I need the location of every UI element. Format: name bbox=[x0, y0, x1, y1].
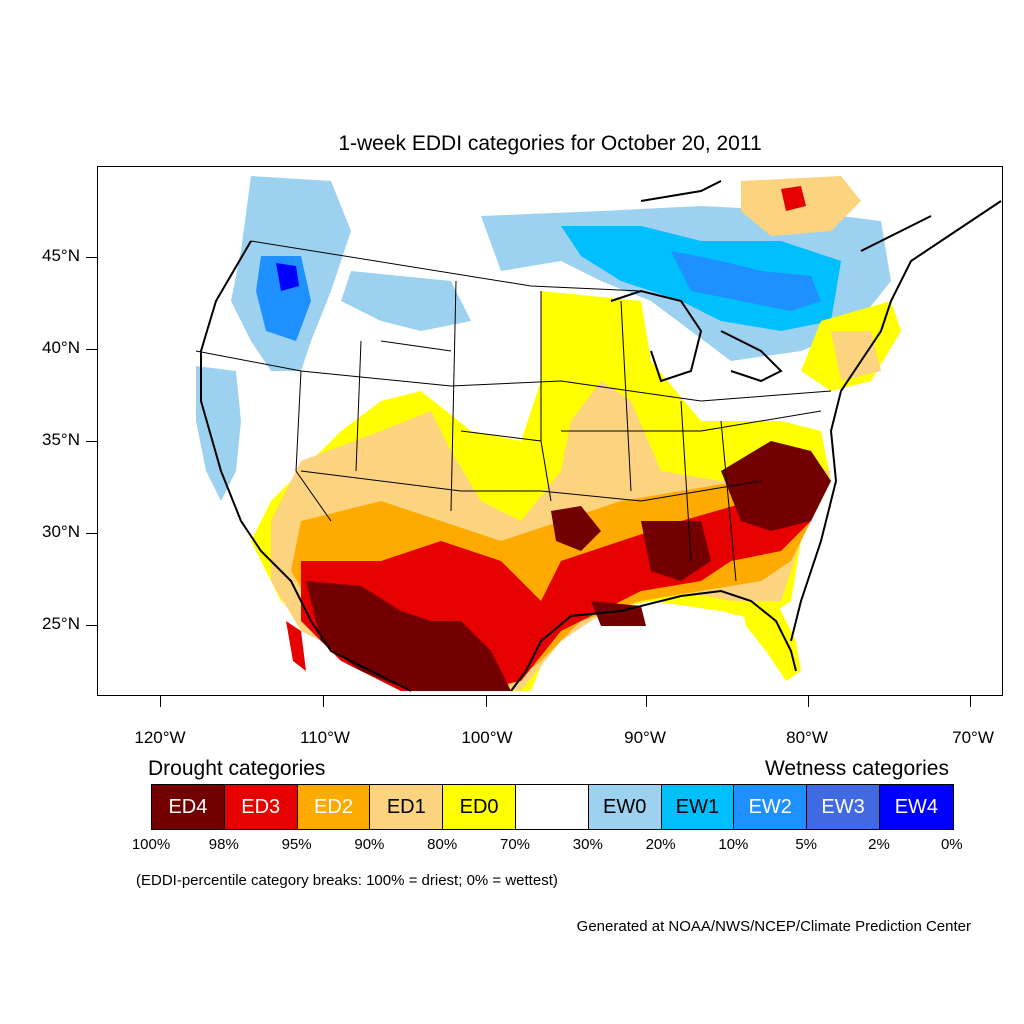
lat-label-40: 40°N bbox=[42, 338, 80, 357]
region-ew0-montana bbox=[341, 271, 471, 331]
legend-swatch-ed4: ED4 bbox=[152, 785, 225, 829]
legend-swatch-ed0: ED0 bbox=[443, 785, 516, 829]
credit-text: Generated at NOAA/NWS/NCEP/Climate Predi… bbox=[576, 918, 971, 935]
legend-colorbar: ED4 ED3 ED2 ED1 ED0 EW0 EW1 EW2 EW3 EW4 bbox=[151, 784, 954, 830]
legend-swatch-ed3: ED3 bbox=[224, 785, 298, 829]
lat-tick bbox=[86, 349, 97, 350]
lon-label-120: 120°W bbox=[134, 728, 186, 747]
lon-tick bbox=[808, 696, 809, 707]
legend-break-label: 100% bbox=[131, 836, 171, 853]
legend-swatch-ew2: EW2 bbox=[734, 785, 808, 829]
lat-tick bbox=[86, 625, 97, 626]
region-ew0-ca-coast bbox=[196, 366, 241, 501]
region-ed0-florida bbox=[741, 601, 801, 681]
legend-break-label: 20% bbox=[645, 836, 676, 853]
lat-tick bbox=[86, 441, 97, 442]
lat-tick bbox=[86, 533, 97, 534]
legend-break-label: 0% bbox=[940, 836, 963, 853]
lon-label-70: 70°W bbox=[952, 728, 994, 747]
region-ew4-pnw bbox=[276, 263, 299, 291]
legend-swatch-ed1: ED1 bbox=[370, 785, 444, 829]
lon-label-80: 80°W bbox=[786, 728, 828, 747]
lon-label-100: 100°W bbox=[461, 728, 513, 747]
drought-heading: Drought categories bbox=[148, 757, 326, 780]
legend-break-label: 30% bbox=[572, 836, 603, 853]
lon-tick bbox=[160, 696, 161, 707]
lat-label-30: 30°N bbox=[42, 522, 80, 541]
lat-label-35: 35°N bbox=[42, 430, 80, 449]
legend-swatch-ew1: EW1 bbox=[661, 785, 735, 829]
legend-swatch-ed2: ED2 bbox=[297, 785, 371, 829]
wetness-heading: Wetness categories bbox=[764, 757, 949, 780]
map-title: 1-week EDDI categories for October 20, 2… bbox=[338, 132, 762, 155]
eddi-map bbox=[195, 176, 1002, 692]
lon-tick bbox=[970, 696, 971, 707]
legend-swatch-ew3: EW3 bbox=[807, 785, 880, 829]
legend-break-label: 5% bbox=[795, 836, 818, 853]
map-frame[interactable] bbox=[97, 166, 1003, 696]
lat-label-45: 45°N bbox=[42, 246, 80, 265]
lat-tick bbox=[86, 257, 97, 258]
lon-label-110: 110°W bbox=[300, 728, 350, 747]
legend-break-label: 95% bbox=[281, 836, 312, 853]
legend-break-label: 98% bbox=[208, 836, 239, 853]
legend-break-label: 2% bbox=[868, 836, 890, 853]
lon-tick bbox=[323, 696, 324, 707]
lat-label-25: 25°N bbox=[42, 614, 80, 633]
legend-break-label: 10% bbox=[718, 836, 749, 853]
legend-break-label: 90% bbox=[354, 836, 385, 853]
region-ed3-baja bbox=[286, 621, 306, 671]
legend-swatch-ew0: EW0 bbox=[588, 785, 662, 829]
coastline bbox=[200, 180, 1002, 692]
legend-swatch-ew4: EW4 bbox=[879, 785, 953, 829]
region-ed4-south bbox=[641, 521, 711, 581]
legend-break-label: 80% bbox=[427, 836, 458, 853]
region-ed1-ne2 bbox=[831, 331, 881, 381]
region-ed3-ne bbox=[781, 186, 806, 211]
lon-tick bbox=[646, 696, 647, 707]
region-ew2-north bbox=[671, 251, 821, 311]
state-borders bbox=[195, 240, 832, 582]
lon-label-90: 90°W bbox=[624, 728, 666, 747]
region-ed4-se bbox=[721, 441, 831, 531]
breaks-note: (EDDI-percentile category breaks: 100% =… bbox=[136, 872, 558, 889]
lon-tick bbox=[486, 696, 487, 707]
legend-swatch-neutral bbox=[515, 785, 589, 829]
region-ed4-texas bbox=[551, 506, 601, 551]
legend-break-label: 70% bbox=[499, 836, 531, 853]
